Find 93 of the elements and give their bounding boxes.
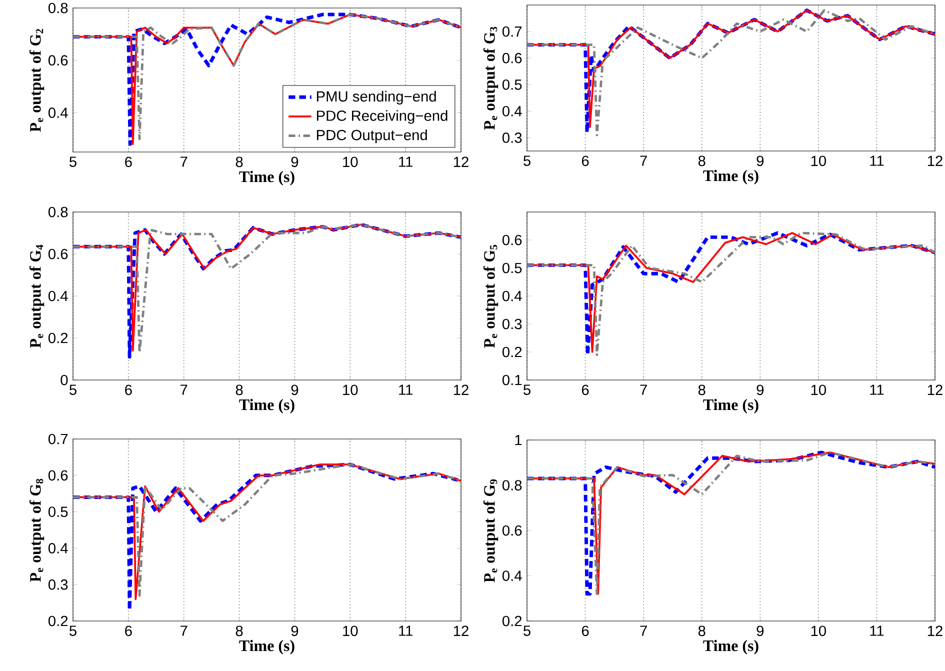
x-tick-label: 5 — [70, 626, 76, 636]
y-axis-title: P$_{e}$ output of G$_{2}$ — [29, 28, 44, 132]
x-tick-label: 10 — [343, 626, 358, 636]
y-tick-label: 0.5 — [502, 262, 522, 274]
x-tick-label: 7 — [180, 626, 188, 636]
x-tick-label: 6 — [125, 626, 132, 636]
x-tick-label: 7 — [640, 384, 647, 395]
x-tick-label: 11 — [399, 384, 412, 395]
legend-label: PDC Receiving−end — [316, 110, 448, 124]
x-tick-label: 9 — [756, 156, 764, 166]
x-tick-label: 7 — [640, 156, 647, 166]
x-tick-label: 9 — [756, 626, 764, 636]
y-axis-title: P$_{e}$ output of G$_{3}$ — [483, 26, 498, 130]
y-tick-label: 1 — [515, 434, 522, 446]
y-axis-title: P$_{e}$ output of G$_{8}$ — [29, 478, 44, 582]
y-tick-label: 0.6 — [48, 55, 68, 66]
x-tick-label: 5 — [524, 626, 530, 636]
x-tick-label: 8 — [698, 156, 706, 166]
y-tick-label: 0.6 — [502, 52, 522, 64]
y-axis-title: P$_{e}$ output of G$_{5}$ — [483, 244, 498, 348]
x-tick-label: 12 — [454, 384, 468, 395]
x-axis-title: Time (s) — [703, 398, 758, 414]
y-tick-label: 0.4 — [48, 290, 68, 302]
x-tick-label: 9 — [291, 156, 298, 168]
x-tick-label: 10 — [811, 626, 826, 636]
y-tick-label: 0.8 — [48, 206, 68, 218]
x-tick-label: 6 — [582, 384, 589, 396]
x-tick-label: 7 — [180, 384, 188, 395]
x-tick-label: 9 — [756, 384, 764, 396]
x-tick-label: 6 — [582, 156, 589, 166]
y-tick-label: 0.4 — [502, 106, 522, 116]
y-axis-title: P$_{e}$ output of G$_{4}$ — [29, 244, 44, 348]
y-tick-label: 0.2 — [48, 332, 68, 344]
x-tick-label: 6 — [125, 156, 132, 168]
x-tick-label: 12 — [454, 156, 468, 167]
x-tick-label: 11 — [399, 626, 412, 636]
x-tick-label: 12 — [454, 626, 468, 636]
legend-label: PMU sending−end — [316, 90, 436, 105]
x-axis-title: Time (s) — [703, 640, 758, 654]
x-tick-label: 5 — [524, 384, 530, 395]
y-tick-label: 0.2 — [48, 616, 68, 626]
y-tick-label: 0.2 — [502, 616, 522, 626]
y-tick-label: 0.1 — [502, 374, 522, 386]
y-tick-label: 0.7 — [48, 434, 68, 444]
y-tick-label: 0.7 — [502, 26, 522, 37]
y-tick-label: 0.4 — [502, 570, 522, 581]
x-tick-label: 10 — [811, 156, 826, 166]
x-tick-label: 11 — [870, 156, 884, 166]
y-tick-label: 0.5 — [502, 79, 522, 90]
y-tick-label: 0.3 — [48, 579, 68, 590]
x-tick-label: 9 — [291, 384, 298, 396]
x-tick-label: 10 — [343, 384, 358, 396]
y-tick-label: 0.8 — [48, 2, 68, 14]
x-tick-label: 6 — [582, 626, 589, 636]
x-tick-label: 6 — [125, 384, 132, 396]
y-tick-label: 0.6 — [48, 470, 68, 481]
x-axis-title: Time (s) — [239, 398, 294, 414]
y-tick-label: 0.3 — [502, 132, 522, 143]
x-axis-title: Time (s) — [239, 170, 294, 186]
y-tick-label: 0.8 — [502, 480, 522, 490]
x-tick-label: 11 — [399, 156, 412, 167]
x-tick-label: 8 — [236, 626, 243, 636]
y-tick-label: 0 — [60, 374, 68, 386]
legend-label: PDC Output−end — [316, 129, 427, 144]
x-tick-label: 11 — [870, 384, 884, 395]
x-tick-label: 7 — [640, 626, 647, 636]
x-tick-label: 9 — [291, 626, 298, 636]
y-tick-label: 0.6 — [502, 234, 522, 246]
x-axis-title: Time (s) — [703, 170, 758, 184]
x-tick-label: 12 — [928, 384, 942, 395]
x-tick-label: 7 — [180, 156, 188, 167]
x-tick-label: 5 — [70, 156, 76, 167]
x-tick-label: 12 — [928, 156, 942, 166]
x-tick-label: 8 — [698, 626, 706, 636]
y-axis-title: P$_{e}$ output of G$_{9}$ — [483, 479, 498, 582]
y-tick-label: 0.3 — [502, 318, 522, 330]
x-tick-label: 5 — [70, 384, 76, 395]
x-tick-label: 10 — [343, 156, 358, 168]
y-tick-label: 0.6 — [48, 248, 68, 260]
x-tick-label: 5 — [524, 156, 530, 166]
x-axis-title: Time (s) — [239, 640, 294, 654]
x-tick-label: 8 — [236, 384, 243, 396]
y-tick-label: 0.4 — [48, 543, 68, 554]
y-tick-label: 0.4 — [502, 290, 522, 302]
y-tick-label: 0.4 — [48, 108, 68, 118]
x-tick-label: 11 — [870, 626, 884, 636]
x-tick-label: 12 — [928, 626, 942, 636]
y-tick-label: 0.2 — [502, 346, 522, 358]
y-tick-label: 0.5 — [48, 506, 68, 517]
y-tick-label: 0.6 — [502, 525, 522, 536]
x-tick-label: 8 — [236, 156, 243, 168]
x-tick-label: 10 — [811, 384, 826, 396]
x-tick-label: 8 — [698, 384, 706, 396]
